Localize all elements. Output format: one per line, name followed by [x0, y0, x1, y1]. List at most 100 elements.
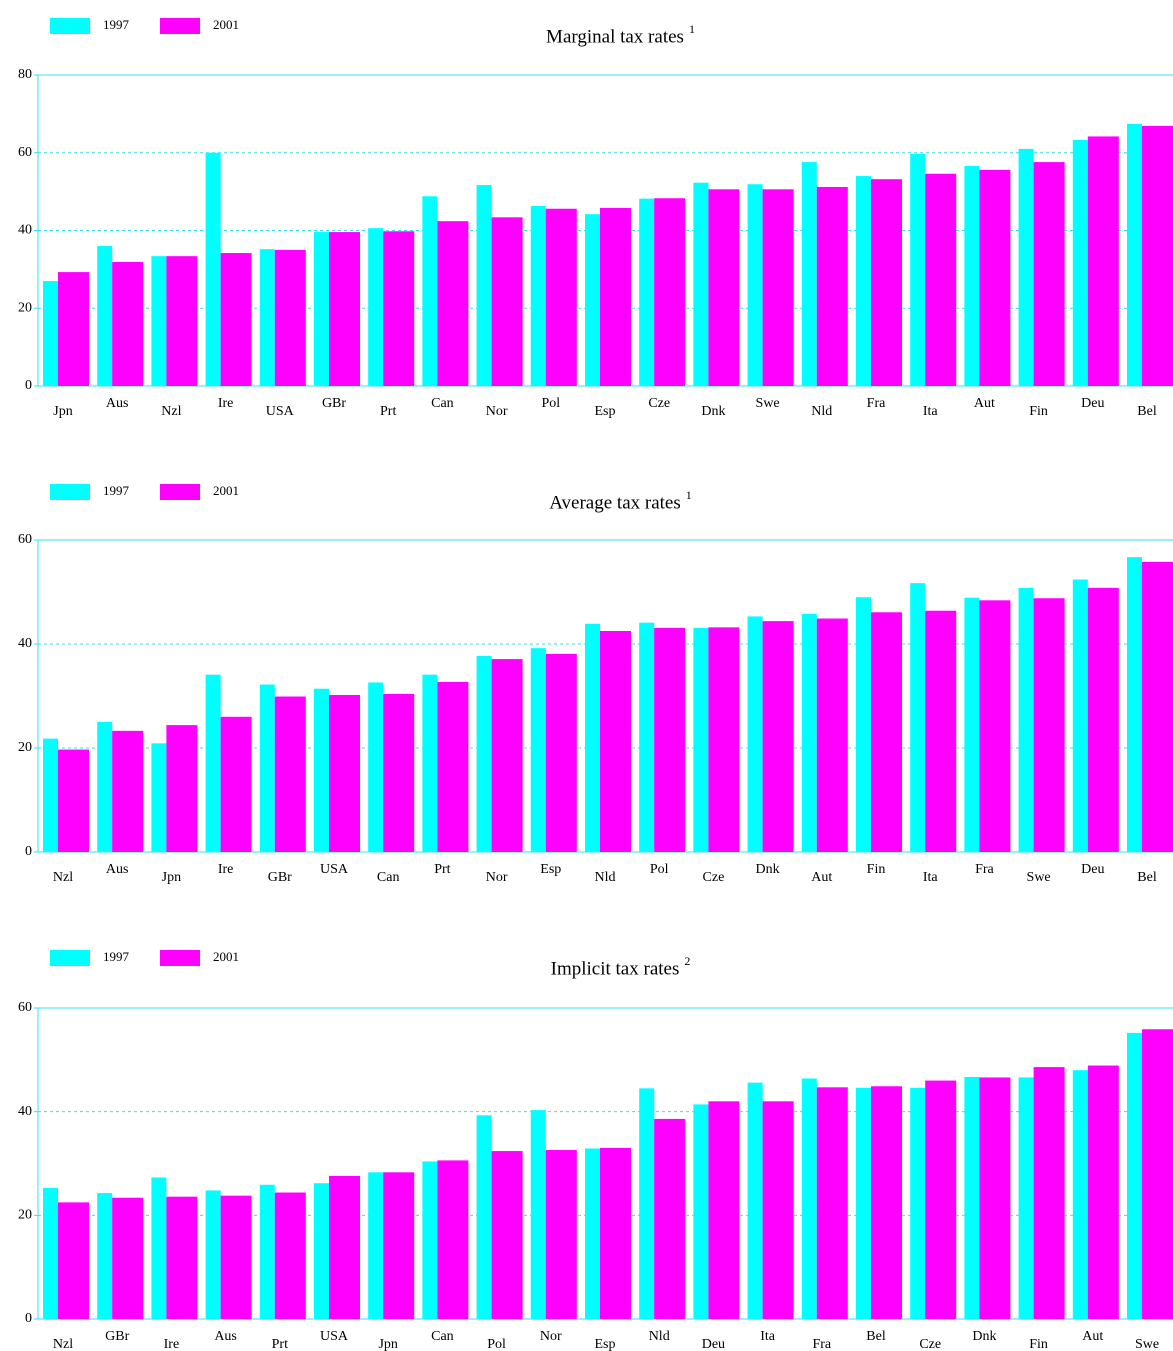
bar: [1033, 598, 1065, 852]
bar: [422, 1161, 438, 1319]
legend-label: 1997: [103, 949, 130, 964]
bar: [1087, 1065, 1119, 1319]
x-tick-label: Cze: [919, 1337, 941, 1351]
bar: [1087, 587, 1119, 852]
bar: [585, 623, 600, 852]
bar: [166, 725, 198, 852]
x-tick-label: Aus: [106, 862, 129, 877]
x-tick-label: Pol: [487, 1337, 506, 1351]
x-tick-label: Nor: [486, 404, 508, 419]
x-tick-label: Aut: [811, 870, 832, 885]
bar: [112, 730, 144, 852]
y-tick-label: 20: [18, 740, 32, 755]
bar: [964, 165, 980, 386]
bar: [491, 659, 523, 852]
bar: [654, 627, 686, 852]
bar: [383, 1172, 415, 1319]
x-tick-label: Dnk: [701, 404, 725, 419]
bar: [1127, 557, 1142, 852]
bar: [585, 214, 600, 386]
bar: [910, 1087, 926, 1319]
x-tick-label: Can: [431, 396, 454, 411]
bar: [1142, 125, 1173, 387]
bar: [1087, 136, 1119, 386]
bar: [368, 1172, 384, 1319]
legend-label: 2001: [213, 483, 239, 498]
y-tick-label: 60: [18, 532, 32, 547]
x-tick-label: Fin: [1029, 404, 1048, 419]
bar: [979, 600, 1011, 852]
x-tick-label: Nzl: [53, 1337, 73, 1351]
x-tick-label: Deu: [1081, 396, 1104, 411]
x-tick-label: Swe: [1135, 1337, 1159, 1351]
y-tick-label: 20: [18, 300, 32, 315]
x-tick-label: Nld: [811, 404, 832, 419]
x-tick-label: Bel: [1137, 870, 1157, 885]
bar: [476, 655, 492, 852]
x-tick-label: Pol: [541, 396, 560, 411]
y-tick-label: 80: [18, 67, 32, 82]
x-tick-label: Dnk: [756, 862, 780, 877]
bar: [925, 173, 957, 386]
bar: [910, 153, 926, 386]
bar: [654, 1118, 686, 1319]
legend-label: 2001: [213, 17, 239, 32]
bar: [1142, 1029, 1173, 1319]
bar: [112, 261, 144, 386]
bar: [1072, 139, 1088, 386]
bar: [476, 185, 492, 386]
bar: [816, 186, 848, 386]
x-tick-label: Jpn: [53, 404, 72, 419]
x-tick-label: Nld: [595, 870, 616, 885]
bar: [964, 1076, 980, 1319]
bar: [600, 207, 631, 386]
bar: [437, 221, 469, 386]
x-tick-label: GBr: [322, 396, 346, 411]
x-tick-label: Fra: [812, 1337, 831, 1351]
bar: [259, 249, 275, 386]
bar: [220, 1195, 252, 1319]
legend-swatch: [50, 950, 90, 966]
y-tick-label: 40: [18, 636, 32, 651]
x-tick-label: Jpn: [378, 1337, 397, 1351]
bar: [1127, 1032, 1142, 1319]
bar: [762, 189, 794, 386]
x-tick-label: Ire: [164, 1337, 180, 1351]
x-tick-label: Prt: [380, 404, 396, 419]
bar: [654, 198, 686, 386]
bar: [220, 253, 252, 386]
bar: [530, 1110, 546, 1319]
bar: [801, 1078, 817, 1319]
x-tick-label: Ita: [760, 1329, 776, 1344]
bar: [205, 674, 221, 852]
x-tick-label: Can: [377, 870, 400, 885]
bar: [166, 256, 198, 386]
x-tick-label: Esp: [595, 404, 616, 419]
x-tick-label: Bel: [1137, 404, 1157, 419]
bar: [801, 162, 817, 386]
bar: [1033, 162, 1065, 386]
legend-swatch: [50, 484, 90, 500]
y-tick-label: 40: [18, 1104, 32, 1119]
bar: [58, 749, 89, 852]
bar: [747, 616, 763, 852]
x-tick-label: Nor: [540, 1329, 562, 1344]
bar: [43, 281, 58, 386]
bar: [58, 272, 89, 386]
legend-label: 1997: [103, 17, 130, 32]
bar: [220, 716, 252, 852]
bar: [1072, 1070, 1088, 1319]
y-tick-label: 0: [25, 844, 32, 859]
x-tick-label: Aus: [106, 396, 129, 411]
bar: [97, 246, 113, 386]
bar: [871, 179, 902, 386]
bar: [58, 1202, 89, 1319]
x-tick-label: Prt: [434, 862, 450, 877]
x-tick-label: Fra: [975, 862, 994, 877]
chart-title: Average tax rates: [549, 492, 681, 513]
bar: [491, 1151, 523, 1319]
bar: [329, 1175, 360, 1319]
bar: [925, 1080, 957, 1319]
y-tick-label: 0: [25, 1311, 32, 1326]
